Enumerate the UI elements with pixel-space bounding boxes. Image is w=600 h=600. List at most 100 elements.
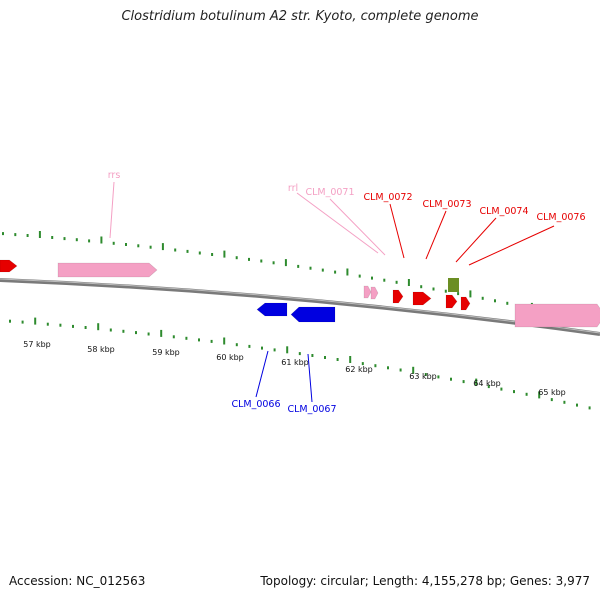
leader-line [455, 217, 497, 263]
inner-tick [324, 356, 326, 359]
outer-tick [235, 256, 238, 260]
outer-tick [444, 289, 447, 293]
inner-tick [298, 352, 301, 356]
outer-tick [125, 243, 127, 246]
inner-tick [500, 387, 503, 391]
feature-shapes [0, 259, 600, 328]
forward-gene-arrow [392, 289, 404, 304]
forward-gene-arrow [445, 294, 458, 309]
leader-line [255, 350, 269, 398]
outer-tick [26, 234, 29, 237]
outer-tick [432, 287, 435, 291]
feature-labels: CLM_0066 CLM_0067 rrs rrl CLM_0071 CLM_0072 CL… [108, 170, 586, 415]
map-title: Clostridium botulinum A2 str. Kyoto, com… [121, 9, 479, 24]
outer-tick [383, 278, 386, 282]
topology-summary: Topology: circular; Length: 4,155,278 bp… [260, 574, 590, 588]
accession-label: Accession: NC_012563 [9, 574, 146, 588]
inner-tick [450, 377, 452, 381]
forward-gene-arrow [0, 259, 18, 273]
inner-tick [412, 366, 415, 374]
outer-tick [137, 244, 140, 248]
inner-tick [550, 398, 553, 402]
scale-label: 58 kbp [87, 345, 115, 354]
outer-tick [297, 264, 300, 268]
feature-label[interactable]: CLM_0072 [363, 192, 412, 203]
outer-tick [211, 253, 214, 256]
inner-tick [147, 332, 150, 336]
inner-tick-ring [9, 317, 591, 410]
feature-label[interactable]: CLM_0071 [305, 187, 354, 198]
inner-tick [399, 368, 402, 372]
inner-tick [109, 328, 112, 332]
inner-tick [475, 378, 478, 386]
reverse-gene-arrow [256, 302, 288, 317]
outer-tick [506, 301, 509, 305]
leader-line [389, 203, 405, 259]
inner-tick [21, 320, 24, 324]
outer-tick [51, 236, 54, 239]
leader-line [468, 225, 555, 266]
outer-tick [420, 285, 423, 289]
inner-tick [576, 403, 578, 407]
scale-label: 61 kbp [281, 358, 309, 367]
scale-label: 60 kbp [216, 353, 244, 362]
inner-tick [538, 391, 541, 399]
outer-tick [494, 299, 496, 303]
outer-tick [14, 233, 17, 237]
leader-line [329, 198, 386, 256]
scale-label: 65 kbp [538, 388, 566, 397]
inner-tick [198, 338, 200, 342]
outer-tick [161, 243, 164, 251]
inner-tick [235, 343, 238, 347]
inner-tick [588, 406, 591, 410]
outer-tick [309, 266, 312, 270]
inner-tick [210, 339, 213, 343]
inner-tick [122, 329, 125, 333]
inner-tick [487, 385, 490, 389]
inner-tick [513, 390, 515, 394]
feature-label[interactable]: CLM_0067 [287, 404, 336, 415]
outer-tick [260, 259, 263, 263]
outer-tick [457, 292, 460, 296]
outer-tick [100, 236, 103, 244]
outer-tick [272, 261, 275, 265]
inner-tick [160, 329, 163, 337]
outer-tick [186, 249, 189, 253]
inner-tick [387, 366, 389, 370]
outer-tick [174, 248, 177, 252]
feature-label[interactable]: rrl [288, 183, 298, 194]
inner-tick [349, 356, 352, 363]
outer-tick [334, 270, 337, 274]
scale-labels: 57 kbp 58 kbp 59 kbp 60 kbp 61 kbp 62 kbp 63 k… [23, 340, 566, 397]
feature-label[interactable]: CLM_0073 [422, 199, 471, 210]
feature-label[interactable]: CLM_0076 [536, 212, 585, 223]
outer-tick [112, 241, 115, 245]
outer-tick [395, 280, 398, 284]
inner-tick [9, 319, 11, 323]
inner-tick [185, 336, 188, 340]
feature-label[interactable]: rrs [108, 170, 121, 181]
inner-tick [563, 400, 566, 404]
outer-tick [321, 268, 324, 272]
scale-label: 59 kbp [152, 348, 180, 357]
inner-tick [424, 373, 427, 376]
genome-backbone-highlight [0, 278, 600, 334]
outer-tick [88, 239, 91, 243]
inner-tick [72, 324, 74, 328]
scale-label: 62 kbp [345, 365, 373, 374]
leader-line [109, 181, 115, 239]
outer-tick [371, 276, 373, 280]
rna-gene-arrow [370, 286, 379, 300]
feature-label-lines [109, 181, 555, 403]
feature-label[interactable]: CLM_0066 [231, 399, 280, 410]
outer-tick [63, 237, 66, 241]
leader-line [296, 192, 379, 254]
other-feature-box [448, 278, 459, 292]
forward-gene-arrow [412, 291, 432, 306]
inner-tick [462, 380, 465, 384]
inner-tick [84, 326, 87, 329]
scale-label: 63 kbp [409, 372, 437, 381]
outer-tick [358, 274, 361, 278]
feature-label[interactable]: CLM_0074 [479, 206, 528, 217]
